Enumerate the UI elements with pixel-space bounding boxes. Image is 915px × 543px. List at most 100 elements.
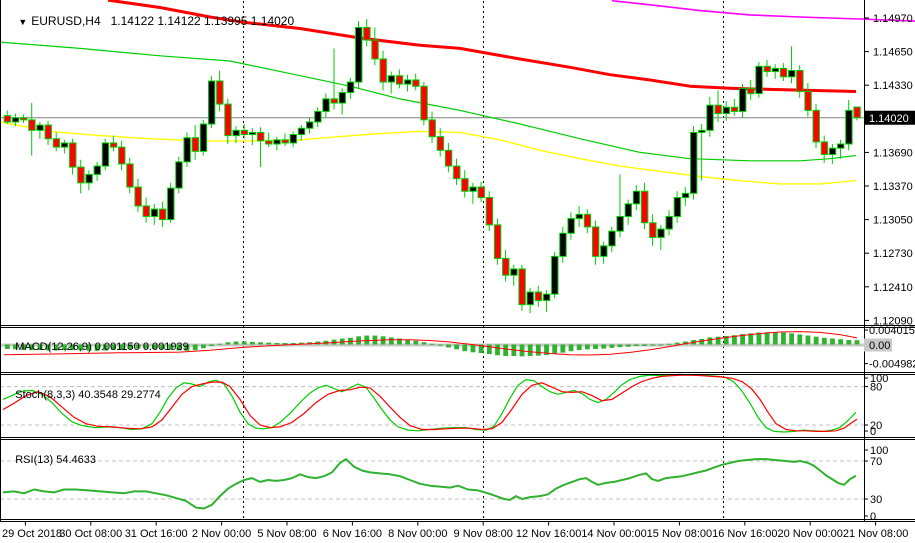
- candle-bullish: [183, 137, 191, 163]
- candle-bullish: [346, 81, 355, 94]
- candle-bullish: [297, 127, 306, 136]
- macd-histogram-bar: [290, 343, 296, 345]
- macd-histogram-bar: [699, 338, 705, 345]
- macd-histogram-bar: [789, 333, 795, 345]
- macd-histogram-bar: [168, 344, 174, 350]
- candle-bullish: [175, 161, 183, 189]
- macd-axis-label: 0.004015: [869, 325, 915, 337]
- candle-bearish: [3, 115, 12, 123]
- time-axis-label: 29 Oct 2018: [2, 528, 62, 540]
- macd-histogram-bar: [748, 333, 754, 345]
- ma-magenta: [611, 0, 915, 22]
- symbol-dropdown-icon[interactable]: ▼: [18, 17, 28, 27]
- candle-bearish: [126, 163, 134, 188]
- candle-bullish: [510, 268, 518, 276]
- price-axis-label: 1.12410: [873, 282, 913, 294]
- macd-histogram-bar: [609, 344, 615, 348]
- price-axis-label: 1.12730: [873, 248, 913, 260]
- macd-axis-label: -0.004982: [869, 359, 915, 371]
- candle-bearish: [444, 149, 453, 167]
- price-axis-label: 1.13690: [873, 147, 913, 159]
- macd-histogram-bar: [192, 344, 198, 351]
- time-axis-label: 21 Nov 08:00: [843, 528, 908, 540]
- time-axis-label: 2 Nov 00:00: [192, 528, 251, 540]
- stoch-indicator-values: 40.3548 29.2774: [78, 389, 161, 401]
- rsi-axis-label: 30: [870, 494, 882, 506]
- candle-bearish: [518, 268, 526, 306]
- macd-histogram-bar: [160, 344, 165, 350]
- candle-bullish: [616, 215, 624, 232]
- macd-histogram-bar: [593, 344, 598, 349]
- price-axis-label: 1.13370: [873, 181, 913, 193]
- candle-bullish: [322, 98, 330, 112]
- time-axis-label: 6 Nov 16:00: [323, 528, 382, 540]
- candle-bullish: [273, 139, 281, 145]
- macd-histogram-bar: [560, 344, 566, 353]
- macd-histogram-bar: [535, 344, 541, 356]
- macd-histogram-bar: [805, 335, 811, 345]
- macd-histogram-bar: [282, 343, 288, 345]
- time-axis-label: 20 Nov 00:00: [777, 528, 842, 540]
- macd-histogram-bar: [13, 344, 18, 350]
- time-axis-label: 9 Nov 08:00: [454, 528, 513, 540]
- macd-histogram-bar: [601, 344, 607, 349]
- candle-bullish: [404, 79, 412, 85]
- macd-histogram-bar: [437, 344, 443, 346]
- macd-histogram-bar: [299, 342, 304, 345]
- ma-green: [0, 41, 857, 162]
- rsi-panel-label: RSI(13) 54.4633: [3, 441, 96, 480]
- candle-bearish: [820, 141, 829, 155]
- macd-histogram-bar: [454, 344, 460, 350]
- macd-histogram-bar: [813, 336, 819, 345]
- candle-bullish: [338, 92, 347, 104]
- macd-histogram-bar: [258, 342, 263, 345]
- macd-indicator-name: MACD(12,26,9): [15, 341, 92, 353]
- macd-histogram-bar: [37, 344, 43, 351]
- stoch-axis-label: 0: [870, 426, 876, 438]
- macd-histogram-bar: [111, 344, 116, 350]
- macd-histogram-bar: [740, 334, 745, 345]
- macd-histogram-bar: [78, 344, 84, 351]
- candle-bullish: [681, 192, 690, 199]
- macd-histogram-bar: [127, 344, 133, 349]
- price-axis-label: 1.13050: [873, 215, 913, 227]
- macd-histogram-bar: [846, 340, 852, 345]
- macd-histogram-bar: [821, 337, 827, 345]
- candle-bullish: [248, 131, 257, 136]
- time-axis-label: 31 Oct 16:00: [125, 528, 188, 540]
- candle-bearish: [583, 213, 592, 228]
- candle-bearish: [477, 186, 485, 199]
- candle-bearish: [493, 224, 502, 259]
- macd-signal-line: [3, 331, 858, 356]
- candle-bullish: [314, 110, 322, 123]
- candle-bullish: [305, 121, 314, 129]
- macd-histogram-bar: [503, 344, 509, 357]
- candle-bearish: [109, 142, 118, 148]
- candle-bearish: [379, 58, 387, 83]
- price-axis-label: 1.12090: [873, 315, 913, 327]
- macd-histogram-bar: [225, 342, 231, 345]
- candle-bullish: [85, 173, 93, 184]
- macd-histogram-bar: [151, 344, 157, 349]
- candle-bullish: [542, 293, 551, 301]
- candle-bearish: [812, 109, 820, 143]
- candle-bullish: [93, 165, 101, 175]
- time-axis-label: 8 Nov 00:00: [388, 528, 447, 540]
- macd-histogram-bar: [405, 339, 411, 345]
- macd-histogram-bar: [854, 340, 860, 345]
- macd-histogram-bar: [388, 337, 394, 345]
- candle-bearish: [485, 197, 494, 226]
- macd-histogram-bar: [707, 337, 713, 345]
- candle-bearish: [330, 98, 338, 104]
- macd-axis-label: 0.00: [869, 340, 890, 352]
- stoch-axis-label: 20: [870, 420, 882, 432]
- candle-bearish: [69, 142, 77, 168]
- stoch-signal-line: [2, 374, 858, 432]
- candle-bearish: [640, 190, 649, 224]
- candle-bearish: [44, 124, 52, 140]
- candle-bullish: [755, 65, 763, 95]
- macd-histogram-bar: [527, 344, 533, 357]
- macd-histogram-bar: [576, 344, 582, 351]
- macd-indicator-values: 0.001150 0.001939: [94, 341, 189, 353]
